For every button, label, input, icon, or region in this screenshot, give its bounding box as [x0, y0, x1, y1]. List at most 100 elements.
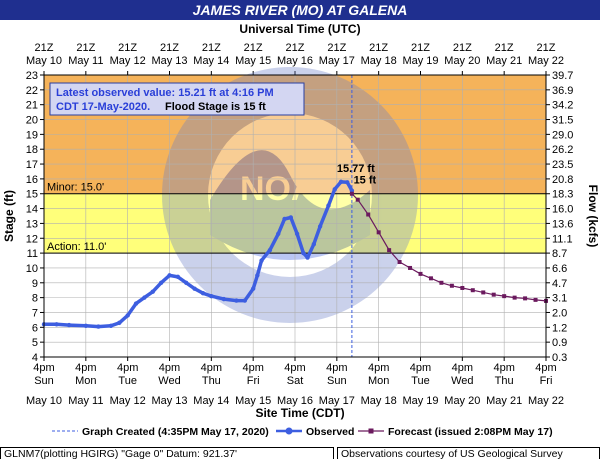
- stage-tick-label: 18: [26, 144, 38, 156]
- forecast-point: [502, 294, 507, 299]
- stage-tick-label: 10: [26, 263, 38, 275]
- stage-tick-label: 12: [26, 233, 38, 245]
- utc-day-label: May 13: [151, 55, 187, 67]
- title-bar: [0, 0, 600, 20]
- forecast-point: [523, 296, 528, 301]
- observed-point: [96, 324, 101, 329]
- forecast-point: [397, 260, 402, 265]
- footer-courtesy: Observations courtesy of US Geological S…: [341, 448, 564, 459]
- stage-tick-label: 13: [26, 218, 38, 230]
- observed-point: [242, 298, 247, 303]
- flow-tick-label: 29.0: [552, 129, 573, 141]
- cdt-day-label: May 13: [151, 395, 187, 407]
- utc-day-label: May 19: [402, 55, 438, 67]
- peak-label: 15.77 ft: [337, 163, 375, 175]
- forecast-point: [355, 197, 360, 202]
- cdt-hour-label: 4pm: [535, 362, 556, 374]
- stage-tick-label: 6: [32, 322, 38, 334]
- right-axis-title: Flow (kcfs): [586, 185, 600, 248]
- observed-point: [66, 322, 72, 328]
- flow-tick-label: 8.7: [552, 248, 567, 260]
- forecast-point: [428, 276, 433, 281]
- utc-hour-label: 21Z: [537, 42, 556, 54]
- observed-point: [317, 224, 323, 229]
- utc-hour-label: 21Z: [35, 42, 54, 54]
- cdt-day-label: May 19: [402, 395, 438, 407]
- utc-day-label: May 10: [26, 55, 62, 67]
- peak-label: 15 ft: [354, 174, 377, 186]
- cdt-day-label: May 11: [68, 395, 103, 407]
- utc-day-label: May 22: [528, 55, 564, 67]
- observed-point: [117, 320, 122, 326]
- latest-value-box: Latest observed value: 15.21 ft at 4:16 …: [49, 82, 305, 116]
- observed-point: [142, 295, 147, 300]
- cdt-hour-label: 4pm: [368, 362, 389, 374]
- cdt-weekday-label: Fri: [247, 375, 260, 387]
- cdt-weekday-label: Tue: [118, 375, 137, 387]
- forecast-point: [491, 292, 496, 297]
- cdt-day-label: May 14: [193, 395, 229, 407]
- utc-day-label: May 12: [110, 55, 146, 67]
- observed-point: [150, 289, 155, 294]
- utc-day-label: May 21: [486, 55, 522, 67]
- observed-point: [326, 203, 331, 208]
- footer: GLNM7(plotting HGIRG) "Gage 0" Datum: 92…: [0, 447, 600, 459]
- utc-day-label: May 11: [68, 55, 103, 67]
- utc-day-label: May 14: [193, 55, 229, 67]
- cdt-weekday-label: Thu: [202, 375, 221, 387]
- stage-tick-label: 4: [32, 352, 38, 364]
- observed-point: [305, 255, 310, 260]
- utc-hour-label: 21Z: [202, 42, 221, 54]
- observed-point: [259, 258, 264, 263]
- utc-hour-label: 21Z: [327, 42, 346, 54]
- observed-point: [349, 188, 355, 193]
- stage-tick-label: 8: [32, 293, 38, 305]
- cdt-weekday-label: Wed: [451, 375, 473, 387]
- forecast-point: [512, 295, 517, 300]
- utc-hour-label: 21Z: [286, 42, 305, 54]
- cdt-hour-label: 4pm: [201, 362, 222, 374]
- cdt-day-label: May 20: [444, 395, 480, 407]
- footer-datum: GLNM7(plotting HGIRG) "Gage 0" Datum: 92…: [4, 448, 237, 459]
- utc-day-label: May 17: [319, 55, 355, 67]
- left-axis-title: Stage (ft): [2, 190, 16, 242]
- stage-axis: 4 5 6 7 8 9 10 11 12 13 14 15 16 17 18 19 20 21 22 23: [26, 70, 44, 364]
- stage-tick-label: 20: [26, 115, 38, 127]
- cdt-hour-label: 4pm: [410, 362, 431, 374]
- cdt-weekday-label: Sun: [327, 375, 347, 387]
- watermark-ring: [162, 67, 418, 323]
- observed-point: [255, 273, 260, 278]
- cdt-hour-label: 4pm: [75, 362, 96, 374]
- forecast-point: [470, 288, 475, 293]
- observed-point: [209, 293, 214, 299]
- observed-point: [250, 286, 256, 291]
- latest-value-date: CDT 17-May-2020.: [56, 101, 150, 113]
- cdt-day-label: May 10: [26, 395, 62, 407]
- flow-tick-label: 13.6: [552, 218, 573, 230]
- cdt-day-label: May 15: [235, 395, 271, 407]
- flow-tick-label: 20.8: [552, 174, 573, 186]
- cdt-weekday-label: Thu: [495, 375, 514, 387]
- observed-point: [345, 180, 350, 185]
- utc-hour-label: 21Z: [118, 42, 137, 54]
- observed-point: [338, 179, 344, 185]
- observed-point: [175, 274, 181, 280]
- observed-point: [167, 273, 172, 278]
- stage-tick-label: 9: [32, 278, 38, 290]
- flow-tick-label: 3.1: [552, 293, 567, 305]
- cdt-weekday-label: Wed: [158, 375, 180, 387]
- observed-point: [221, 296, 227, 302]
- utc-hour-label: 21Z: [369, 42, 388, 54]
- utc-day-label: May 15: [235, 55, 271, 67]
- cdt-hour-label: 4pm: [326, 362, 347, 374]
- cdt-hour-label: 4pm: [284, 362, 305, 374]
- cdt-hour-label: 4pm: [242, 362, 263, 374]
- stage-tick-label: 22: [26, 85, 38, 97]
- stage-tick-label: 11: [27, 248, 38, 260]
- stage-tick-label: 14: [26, 204, 38, 216]
- observed-point: [267, 247, 273, 253]
- observed-point: [332, 187, 337, 192]
- forecast-point: [439, 280, 444, 285]
- observed-point: [294, 231, 300, 237]
